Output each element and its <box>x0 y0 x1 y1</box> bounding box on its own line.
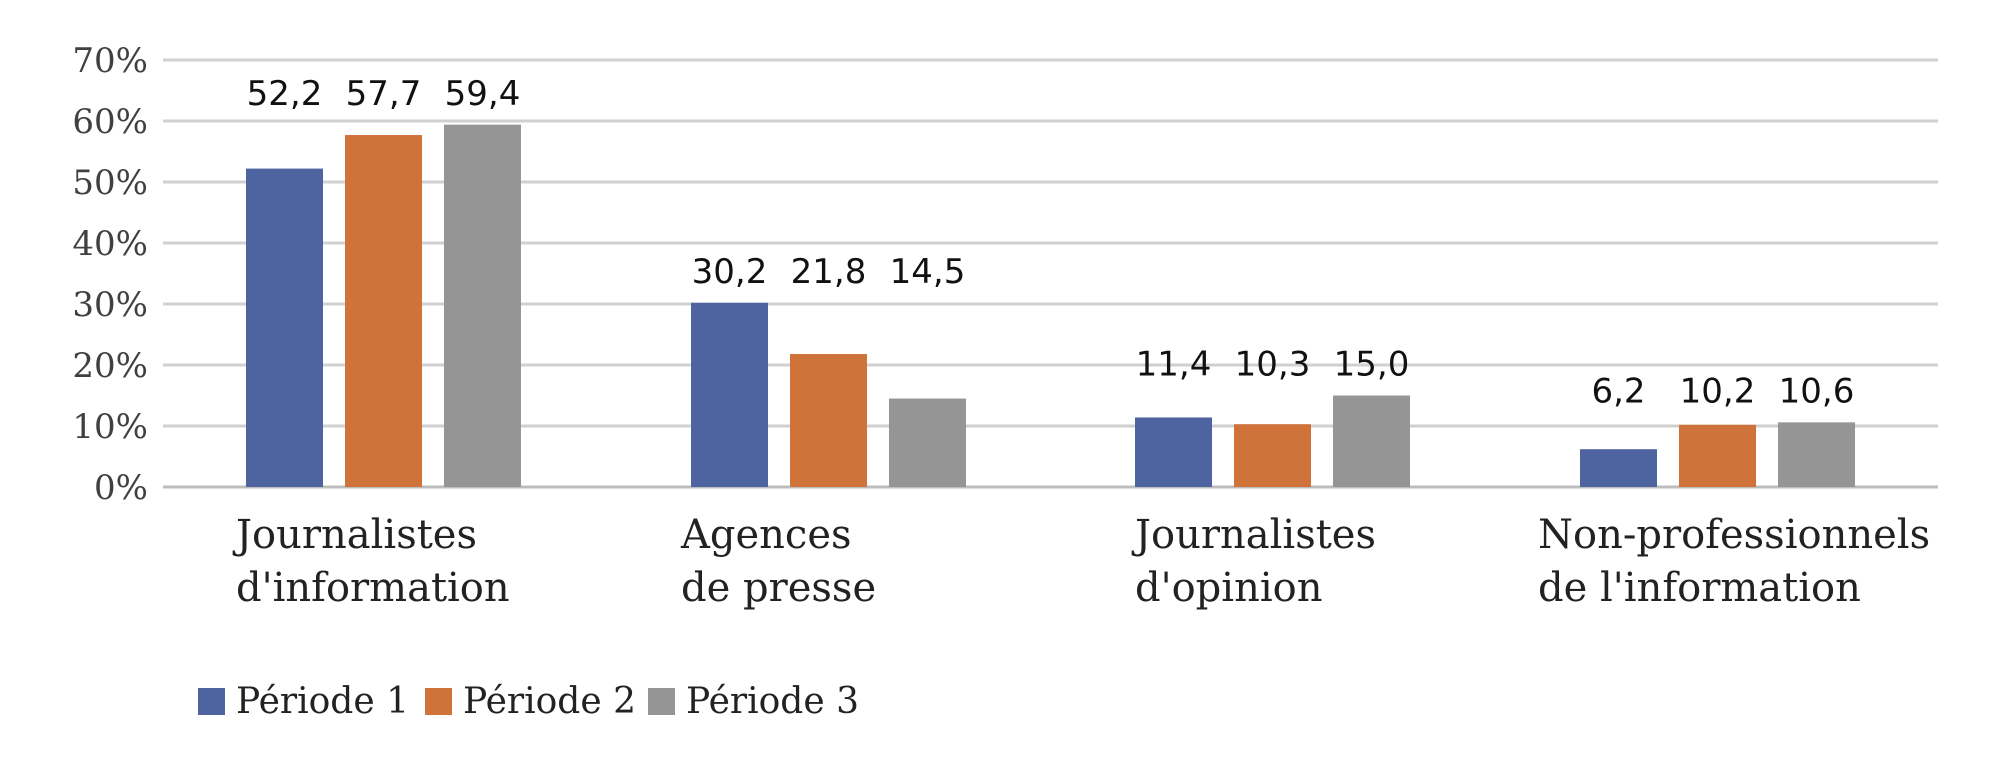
y-tick-label: 60% <box>72 102 148 142</box>
bar <box>889 398 966 487</box>
legend: Période 1 Période 2 Période 3 <box>198 681 859 722</box>
gridlines <box>163 58 1938 489</box>
bar <box>444 124 521 487</box>
y-tick-label: 40% <box>72 224 148 264</box>
category-label: Agences <box>680 512 852 558</box>
bars <box>246 124 1855 487</box>
bar <box>345 135 422 487</box>
bar <box>1234 424 1311 487</box>
bar <box>1679 424 1756 487</box>
category-label: de presse <box>681 565 876 611</box>
y-tick-label: 70% <box>72 41 148 81</box>
data-label: 52,2 <box>247 74 323 114</box>
category-label: d'opinion <box>1135 565 1322 611</box>
data-labels: 52,2 30,2 11,4 6,2 57,7 21,8 10,3 10,2 59,4 14,5 1… <box>247 74 1855 411</box>
data-label: 59,4 <box>445 74 521 114</box>
legend-swatch <box>648 688 675 715</box>
category-label: Journalistes <box>1131 512 1376 558</box>
data-label: 57,7 <box>346 74 422 114</box>
legend-swatch <box>198 688 225 715</box>
data-label: 21,8 <box>791 252 867 292</box>
data-label: 10,3 <box>1235 345 1311 385</box>
legend-label: Période 1 <box>236 681 409 722</box>
data-label: 6,2 <box>1591 371 1645 411</box>
data-label: 15,0 <box>1334 345 1410 385</box>
category-labels: Journalistes d'information Agences de press… <box>232 512 1930 611</box>
bar <box>1580 449 1657 487</box>
legend-label: Période 3 <box>686 681 859 722</box>
data-label: 10,2 <box>1680 371 1756 411</box>
data-label: 10,6 <box>1779 371 1855 411</box>
bar <box>1778 422 1855 487</box>
bar <box>691 302 768 487</box>
data-label: 30,2 <box>692 252 768 292</box>
y-axis-tick-labels: 0% 10% 20% 30% 40% 50% 60% 70% <box>72 41 148 508</box>
category-label: Non-professionnels <box>1538 512 1930 558</box>
y-tick-label: 0% <box>94 468 148 508</box>
bar <box>1333 395 1410 487</box>
legend-label: Période 2 <box>463 681 636 722</box>
data-label: 14,5 <box>890 252 966 292</box>
legend-swatch <box>425 688 452 715</box>
bar <box>1135 417 1212 487</box>
category-label: d'information <box>236 565 510 611</box>
y-tick-label: 20% <box>72 346 148 386</box>
bar <box>246 168 323 487</box>
y-tick-label: 50% <box>72 163 148 203</box>
y-tick-label: 30% <box>72 285 148 325</box>
category-label: de l'information <box>1538 565 1861 611</box>
data-label: 11,4 <box>1136 345 1212 385</box>
category-label: Journalistes <box>232 512 477 558</box>
bar <box>790 354 867 487</box>
y-tick-label: 10% <box>72 407 148 447</box>
